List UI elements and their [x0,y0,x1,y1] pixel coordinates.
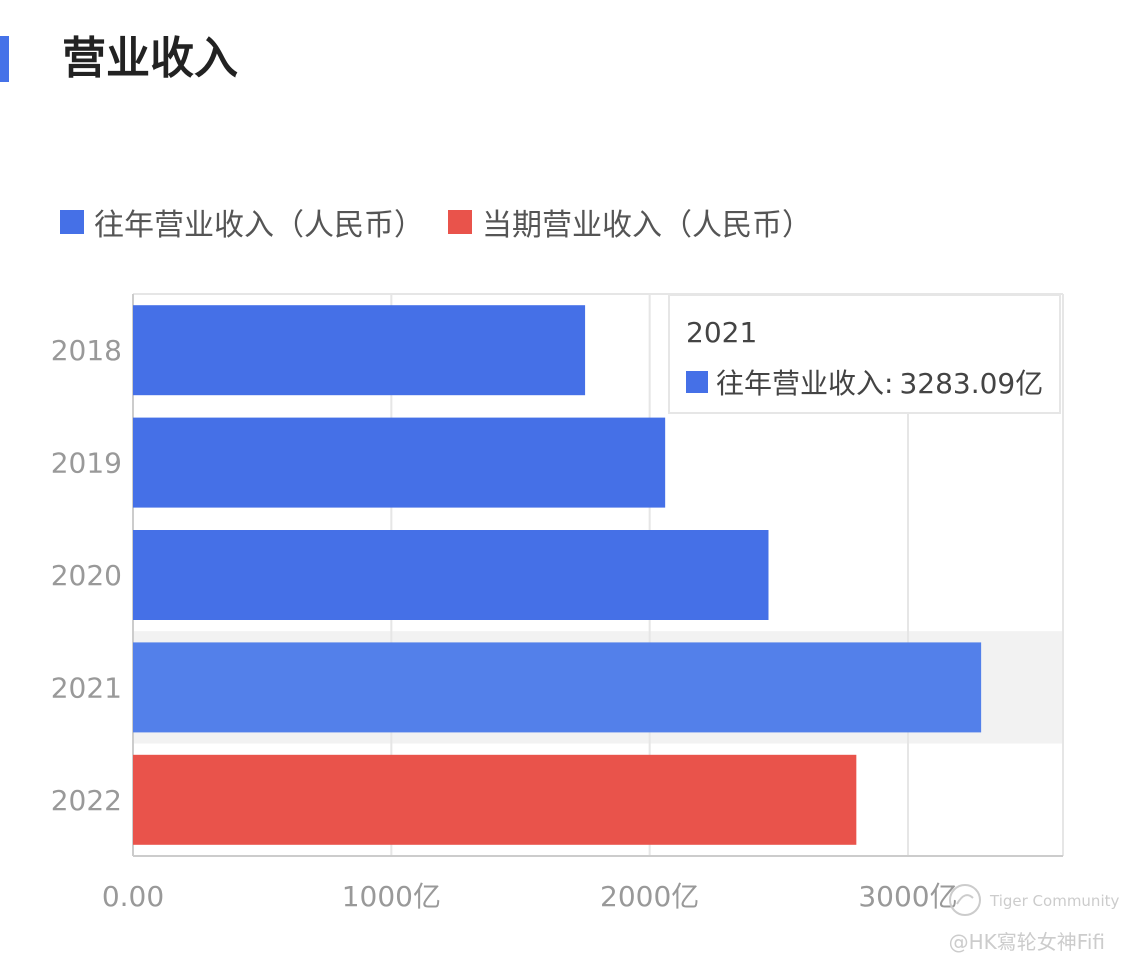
watermark-brand: Tiger Community [990,892,1120,910]
y-tick-label: 2020 [51,559,122,592]
x-tick-label: 1000亿 [342,880,441,913]
tooltip-series-label: 往年营业收入: [716,367,894,400]
bar-current-2022 [133,754,857,845]
chart-legend: 往年营业收入（人民币） 当期营业收入（人民币） [60,200,836,244]
x-tick-label: 2000亿 [600,880,699,913]
bar-past-2018 [133,305,586,396]
tooltip-row: 往年营业收入: 3283.09亿 [686,362,1043,402]
y-tick-label: 2018 [51,334,122,367]
bar-past-2021 [133,642,982,733]
y-tick-label: 2019 [51,447,122,480]
tooltip-swatch [686,371,708,393]
bar-past-2019 [133,417,666,508]
legend-swatch-current [448,210,472,234]
legend-label-current: 当期营业收入（人民币） [482,208,812,243]
legend-swatch-past [60,210,84,234]
x-tick-label: 0.00 [102,880,164,913]
x-tick-label: 3000亿 [858,880,957,913]
page-title: 营业收入 [62,33,238,84]
legend-item-current[interactable]: 当期营业收入（人民币） [448,200,812,244]
watermark-author: @HK寫轮女神Fifi [948,930,1105,954]
y-tick-label: 2021 [51,671,122,704]
legend-label-past: 往年营业收入（人民币） [94,208,424,243]
y-tick-label: 2022 [51,784,122,817]
bar-past-2020 [133,530,769,620]
tooltip-title: 2021 [686,316,758,349]
tooltip-value: 3283.09亿 [899,367,1044,400]
chart-tooltip: 2021 往年营业收入: 3283.09亿 [668,294,1061,414]
legend-item-past[interactable]: 往年营业收入（人民币） [60,200,424,244]
title-accent-bar [0,36,9,82]
tiger-logo-icon [949,884,981,916]
